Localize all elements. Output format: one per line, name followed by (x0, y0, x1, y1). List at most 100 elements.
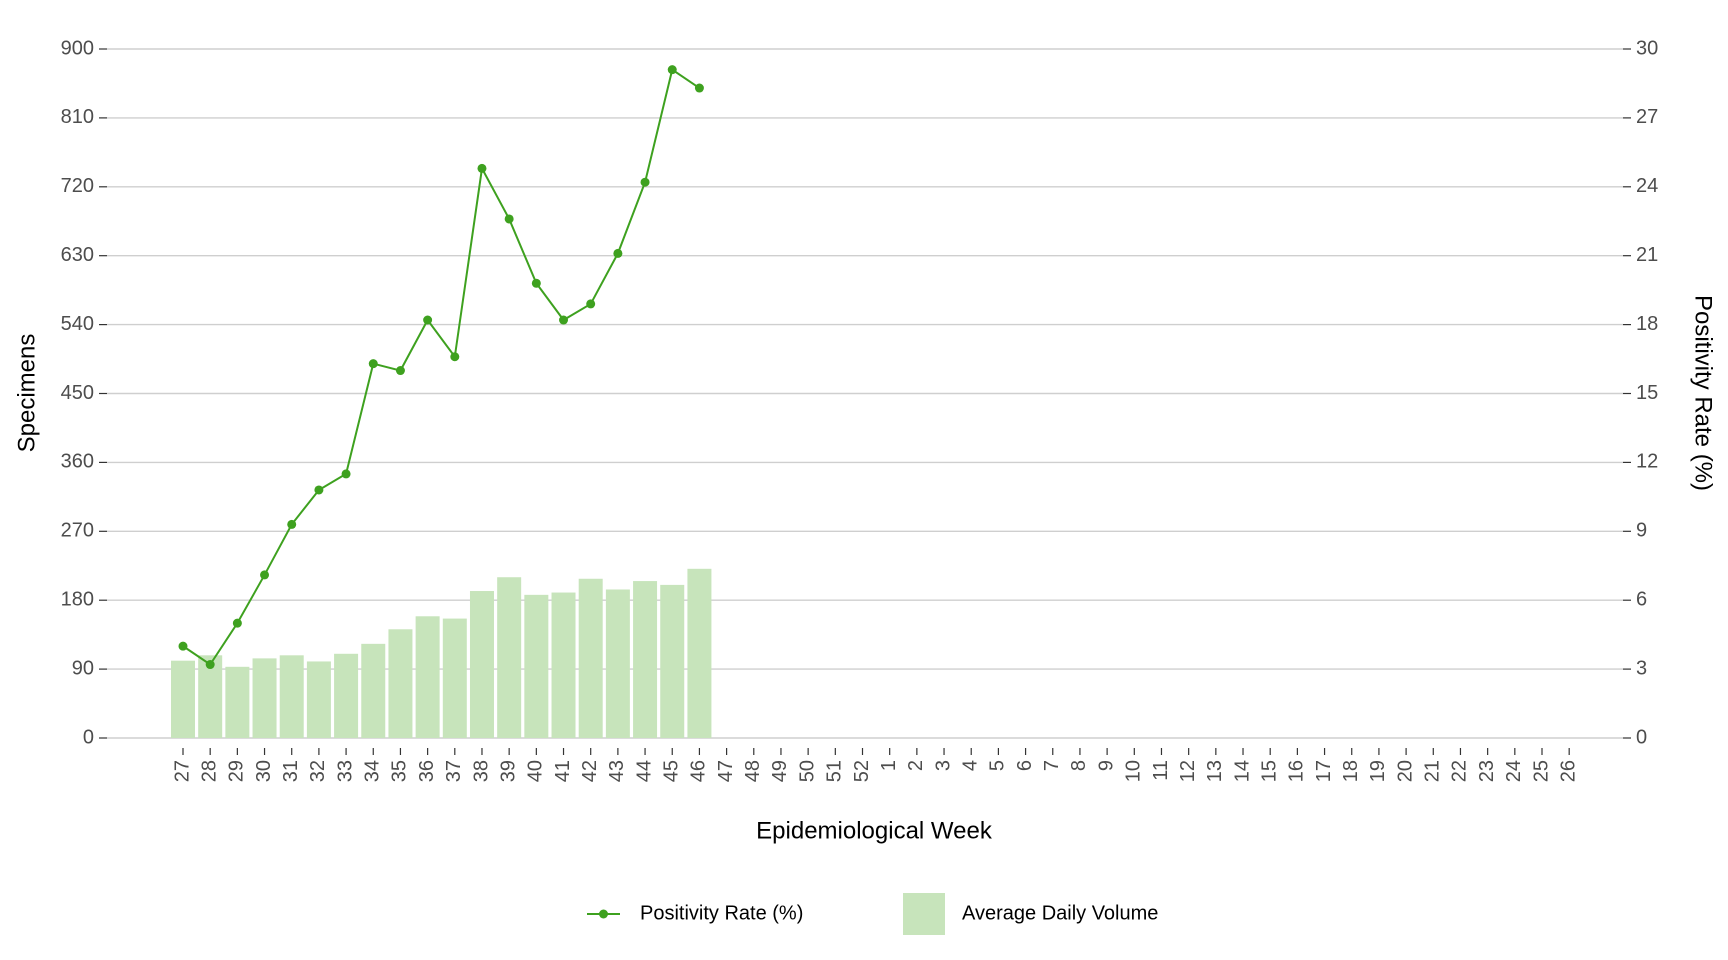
x-tick-label: 30 (253, 760, 275, 782)
bar (171, 660, 195, 738)
bar (497, 577, 522, 738)
point (640, 177, 650, 187)
y2-tick-label: 30 (1636, 37, 1658, 59)
x-tick-label: 31 (280, 760, 302, 782)
bar (551, 592, 576, 738)
bar (605, 589, 630, 738)
x-tick-label: 29 (226, 760, 248, 782)
legend-label: Positivity Rate (%) (640, 902, 803, 924)
x-tick-label: 44 (633, 760, 655, 782)
y-tick-label: 900 (61, 37, 94, 59)
x-tick-label: 33 (334, 760, 356, 782)
y2-tick-label: 21 (1636, 244, 1658, 266)
point (504, 214, 514, 224)
y2-tick-label: 12 (1636, 451, 1658, 473)
y2-tick-label: 18 (1636, 313, 1658, 335)
y-tick-label: 630 (61, 244, 94, 266)
x-tick-label: 9 (1095, 760, 1117, 771)
x-tick-label: 51 (824, 760, 846, 782)
x-tick-label: 7 (1041, 760, 1063, 771)
bar (442, 618, 467, 738)
x-tick-label: 12 (1177, 760, 1199, 782)
y-tick-label: 0 (83, 726, 94, 748)
y2-tick-label: 15 (1636, 382, 1658, 404)
x-tick-label: 15 (1258, 760, 1280, 782)
y-tick-label: 90 (72, 657, 94, 679)
point (368, 359, 378, 369)
point (178, 641, 188, 651)
y-tick-label: 180 (61, 588, 94, 610)
x-tick-label: 2 (905, 760, 927, 771)
x-tick-label: 17 (1313, 760, 1335, 782)
y-axis-title: Specimens (13, 334, 40, 453)
point (205, 660, 215, 670)
point (314, 485, 324, 495)
legend-label: Average Daily Volume (962, 902, 1158, 924)
x-tick-label: 11 (1150, 760, 1172, 781)
x-tick-label: 23 (1476, 760, 1498, 782)
bar (687, 568, 712, 738)
x-tick-label: 3 (932, 760, 954, 771)
x-tick-label: 43 (606, 760, 628, 782)
point (423, 315, 433, 325)
x-tick-label: 20 (1394, 760, 1416, 782)
bar (660, 584, 685, 738)
x-tick-label: 40 (525, 760, 547, 782)
x-tick-label: 39 (497, 760, 519, 782)
bar (334, 653, 359, 738)
x-tick-label: 41 (552, 760, 574, 782)
grid (107, 48, 1623, 739)
point (287, 519, 297, 529)
x-tick-label: 25 (1530, 760, 1552, 782)
x-tick-label: 47 (715, 760, 737, 782)
bar (388, 629, 413, 738)
bar (252, 658, 277, 738)
y2-tick-label: 9 (1636, 520, 1647, 542)
x-tick-label: 26 (1557, 760, 1579, 782)
y2-tick-label: 27 (1636, 106, 1658, 128)
y2-tick-label: 3 (1636, 657, 1647, 679)
bar (469, 591, 494, 738)
point (341, 469, 351, 479)
x-tick-label: 6 (1014, 760, 1036, 771)
bar (524, 594, 549, 738)
x-tick-label: 14 (1231, 760, 1253, 782)
x-tick-label: 1 (878, 760, 900, 771)
y2-tick-label: 24 (1636, 175, 1658, 197)
y-tick-label: 720 (61, 175, 94, 197)
x-tick-label: 10 (1123, 760, 1145, 782)
x-tick-label: 38 (470, 760, 492, 782)
point (586, 299, 596, 309)
point (559, 315, 569, 325)
y-tick-label: 810 (61, 106, 94, 128)
point (260, 570, 270, 580)
y2-axis-title: Positivity Rate (%) (1690, 295, 1717, 491)
bar (198, 655, 223, 738)
x-tick-label: 32 (307, 760, 329, 782)
y2-tick-label: 6 (1636, 588, 1647, 610)
x-tick-label: 34 (362, 760, 384, 782)
x-tick-label: 37 (443, 760, 465, 782)
y-tick-label: 270 (61, 520, 94, 542)
x-tick-label: 50 (796, 760, 818, 782)
x-tick-label: 46 (688, 760, 710, 782)
x-tick-label: 22 (1449, 760, 1471, 782)
x-tick-label: 4 (960, 760, 982, 771)
bar (279, 655, 304, 738)
point (694, 83, 704, 93)
x-tick-label: 19 (1367, 760, 1389, 782)
x-tick-label: 35 (389, 760, 411, 782)
x-tick-label: 13 (1204, 760, 1226, 782)
x-tick-label: 28 (198, 760, 220, 782)
bar (578, 578, 603, 738)
bar (415, 616, 440, 738)
point (667, 65, 677, 75)
x-tick-label: 42 (579, 760, 601, 782)
legend-point (599, 909, 608, 919)
x-tick-label: 27 (171, 760, 193, 782)
bar (361, 643, 386, 738)
y-tick-label: 360 (61, 451, 94, 473)
x-tick-label: 52 (851, 760, 873, 782)
x-tick-label: 49 (769, 760, 791, 782)
